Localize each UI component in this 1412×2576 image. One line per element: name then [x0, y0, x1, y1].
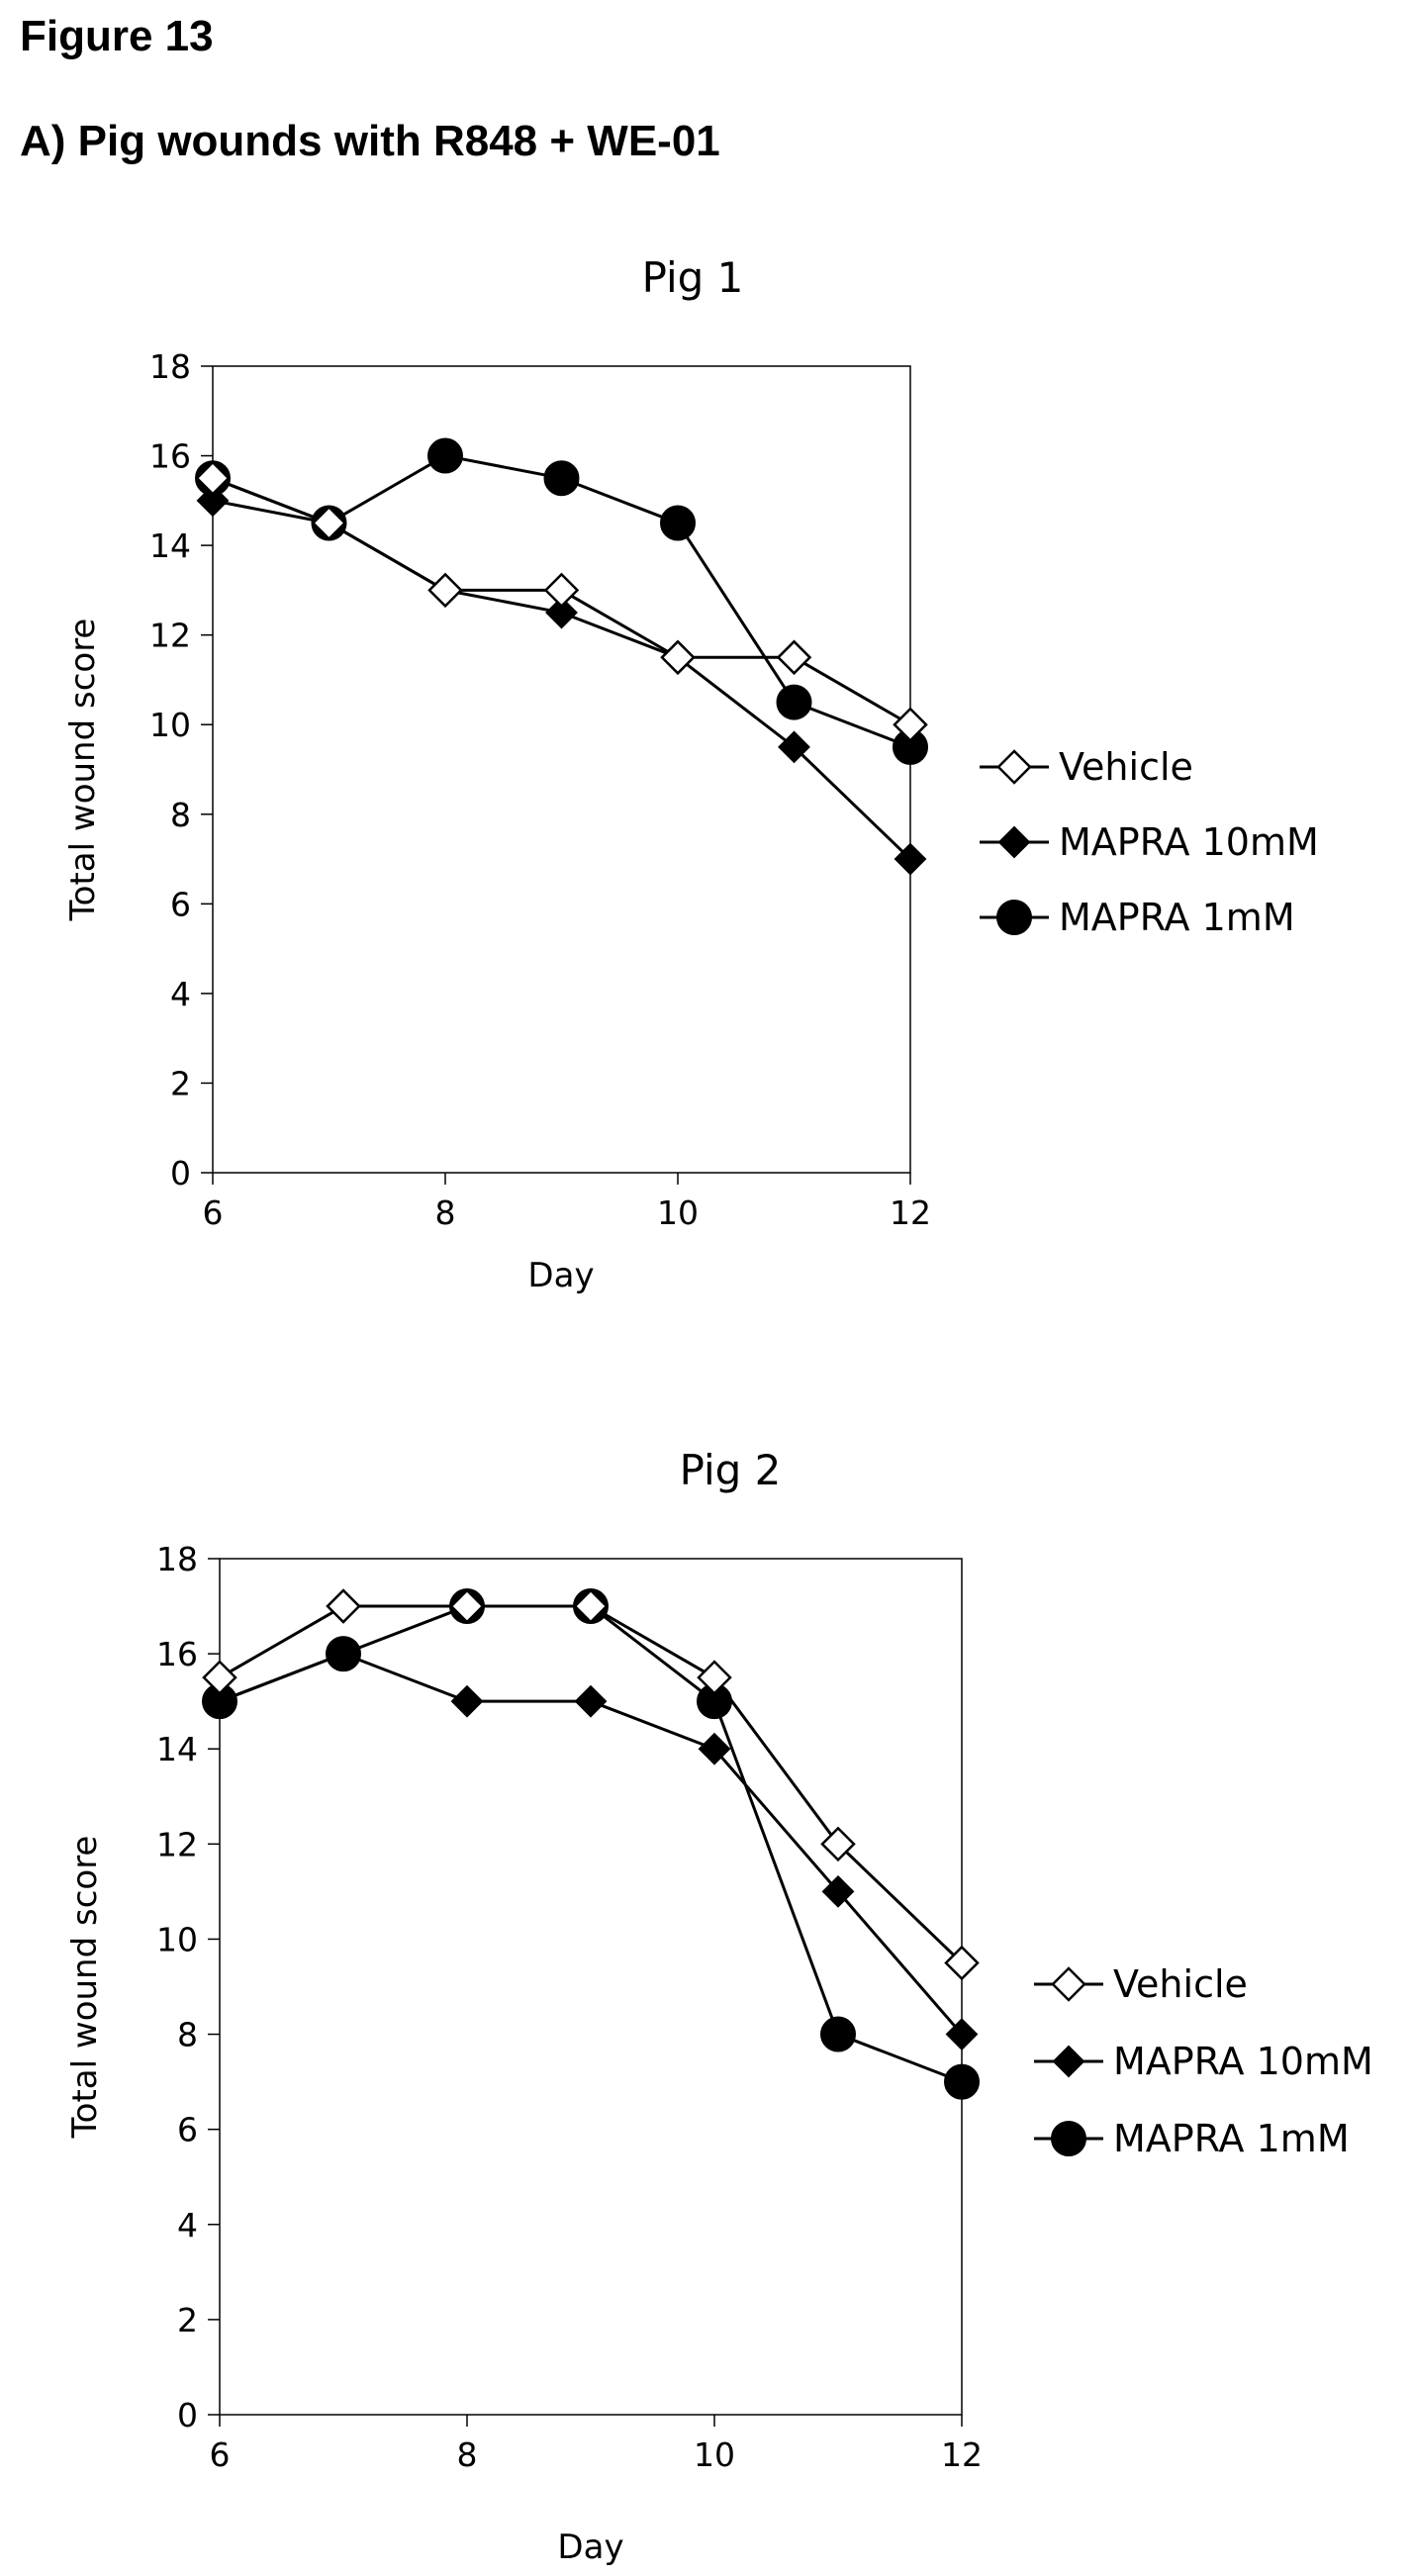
data-point	[893, 707, 928, 742]
data-point	[195, 460, 231, 496]
data-point	[821, 1874, 855, 1908]
series-filled-diamond	[203, 1637, 979, 2051]
y-tick-label: 2	[170, 1064, 191, 1102]
data-point	[778, 730, 810, 764]
y-tick-label: 4	[170, 975, 191, 1013]
y-tick-label: 10	[149, 706, 191, 744]
y-tick-label: 16	[156, 1635, 198, 1673]
series-filled-circle	[202, 1588, 980, 2100]
x-tick-label: 8	[435, 1193, 456, 1232]
data-point	[449, 1588, 485, 1624]
data-point	[820, 1826, 856, 1862]
data-point	[203, 1684, 236, 1718]
y-tick-label: 0	[170, 1154, 191, 1193]
data-point	[326, 1588, 361, 1624]
y-tick-label: 16	[149, 437, 191, 476]
pig-2-chart: Pig 2 0 2 4 6 8 10 12 14 16 18 6 8 10 12 Day Total wound…	[65, 1446, 1373, 2567]
data-point	[427, 437, 463, 474]
series-open-diamond	[202, 1588, 980, 1981]
x-tick-label: 6	[210, 2435, 231, 2474]
legend-entry: MAPRA 10mM	[1113, 2040, 1373, 2083]
y-tick-label: 14	[149, 526, 191, 565]
x-axis-label: Day	[527, 1256, 594, 1295]
data-point	[698, 1732, 731, 1765]
y-tick-label: 12	[149, 617, 191, 655]
x-tick-label: 8	[457, 2435, 478, 2474]
y-tick-label: 2	[177, 2301, 198, 2339]
series-filled-diamond	[196, 484, 927, 876]
data-point	[543, 460, 580, 497]
legend-entry: MAPRA 1mM	[1113, 2117, 1350, 2160]
plot-frame	[212, 365, 911, 1174]
legend-entry: Vehicle	[1113, 1962, 1248, 2006]
data-point	[545, 596, 578, 629]
series-open-diamond	[195, 460, 928, 742]
x-tick-label: 10	[657, 1193, 699, 1232]
y-tick-label: 6	[177, 2111, 198, 2149]
x-tick-label: 12	[941, 2435, 983, 2474]
data-point	[311, 505, 347, 541]
legend-marker	[996, 900, 1032, 935]
figure-subtitle: A) Pig wounds with R848 + WE-01	[20, 117, 720, 165]
x-axis-label: Day	[557, 2528, 623, 2567]
y-tick-label: 10	[156, 1920, 198, 1958]
legend: Vehicle MAPRA 10mM MAPRA 1mM	[980, 745, 1319, 939]
figure-label: Figure 13	[20, 12, 214, 60]
y-tick-label: 12	[156, 1825, 198, 1863]
y-tick-label: 6	[170, 885, 191, 923]
legend: Vehicle MAPRA 10mM MAPRA 1mM	[1034, 1962, 1373, 2160]
data-point	[427, 572, 463, 609]
data-point	[697, 1660, 732, 1695]
data-point	[202, 1660, 237, 1695]
series-line	[212, 499, 912, 861]
data-point	[776, 639, 812, 676]
data-point	[944, 2063, 980, 2100]
y-tick-label: 0	[177, 2396, 198, 2434]
y-tick-label: 14	[156, 1730, 198, 1768]
y-tick-label: 8	[170, 796, 191, 834]
y-tick-label: 8	[177, 2016, 198, 2054]
data-point	[573, 1588, 609, 1624]
legend-marker	[1051, 1966, 1086, 2002]
legend-entry: MAPRA 1mM	[1059, 896, 1295, 939]
data-point	[944, 1945, 980, 1981]
y-axis-label: Total wound score	[63, 619, 103, 922]
y-tick-label: 4	[177, 2206, 198, 2244]
legend-marker	[1051, 2121, 1086, 2156]
y-tick-label: 18	[149, 347, 191, 386]
data-point	[660, 639, 696, 676]
data-point	[543, 572, 580, 609]
y-tick-label: 18	[156, 1540, 198, 1578]
data-point	[574, 1684, 608, 1718]
data-point	[327, 1637, 360, 1670]
plot-frame	[219, 1558, 963, 2416]
legend-entry: Vehicle	[1059, 745, 1193, 789]
legend-marker	[996, 749, 1032, 785]
x-tick-label: 12	[890, 1193, 931, 1232]
data-point	[945, 2018, 979, 2051]
y-axis-label: Total wound score	[65, 1836, 105, 2140]
data-point	[196, 484, 230, 518]
x-tick-label: 10	[694, 2435, 735, 2474]
data-point	[776, 684, 812, 720]
legend-marker	[997, 825, 1031, 859]
legend-entry: MAPRA 10mM	[1059, 820, 1319, 864]
chart-title: Pig 2	[680, 1446, 782, 1494]
data-point	[660, 505, 696, 541]
data-point	[820, 2016, 856, 2052]
legend-marker	[1052, 2045, 1085, 2078]
pig-1-chart: Pig 1 0 2 4 6 8 10 12 14 16 18 6 8 10 12 Day Total wound…	[63, 253, 1319, 1295]
data-point	[894, 842, 927, 876]
chart-title: Pig 1	[642, 253, 744, 302]
data-point	[450, 1684, 484, 1718]
x-tick-label: 6	[203, 1193, 224, 1232]
